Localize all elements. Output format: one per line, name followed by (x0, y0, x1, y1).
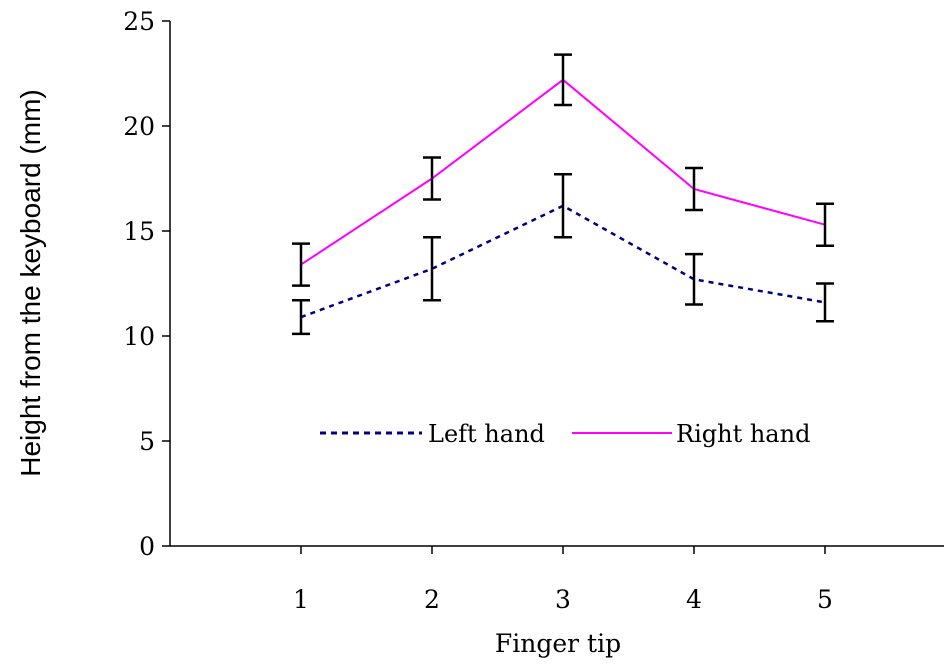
y-tick-label: 25 (123, 7, 155, 36)
x-tick-label: 4 (686, 585, 702, 614)
y-tick-label: 20 (123, 112, 155, 141)
x-tick-label: 2 (424, 585, 440, 614)
x-axis-title: Finger tip (495, 629, 621, 658)
legend: Left hand Right hand (320, 420, 810, 448)
x-tick-label: 3 (555, 585, 571, 614)
axes (169, 21, 944, 547)
error-bars (292, 53, 834, 336)
error-bar-left-hand (685, 252, 703, 306)
error-bar-right-hand (554, 53, 572, 107)
error-bar-right-hand (685, 166, 703, 212)
legend-label-left-hand: Left hand (428, 420, 545, 448)
y-tick-label: 0 (139, 532, 155, 561)
error-bar-left-hand (423, 236, 441, 302)
error-bar-right-hand (816, 202, 834, 247)
error-bar-right-hand (292, 242, 310, 287)
error-bar-left-hand (292, 299, 310, 336)
y-tick-label: 5 (139, 427, 155, 456)
x-tick-label: 5 (817, 585, 833, 614)
x-tick-label: 1 (293, 585, 309, 614)
error-bar-right-hand (423, 156, 441, 201)
y-axis-title: Height from the keyboard (mm) (15, 89, 46, 476)
y-tick-label: 15 (123, 217, 155, 246)
legend-label-right-hand: Right hand (676, 420, 810, 448)
y-ticks: 0 5 10 15 20 25 (123, 7, 170, 561)
y-tick-label: 10 (123, 322, 155, 351)
x-ticks: 1 2 3 4 5 (293, 546, 833, 614)
error-bar-left-hand (816, 282, 834, 323)
error-bar-left-hand (554, 173, 572, 239)
